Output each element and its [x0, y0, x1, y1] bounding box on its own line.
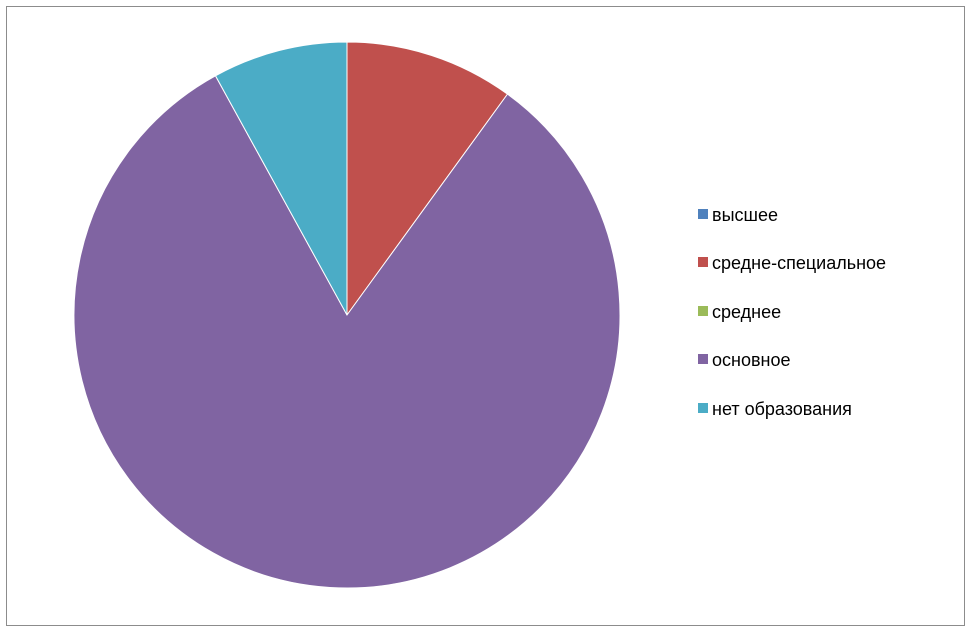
- legend-label: высшее: [712, 205, 778, 225]
- legend-swatch: [698, 402, 708, 413]
- legend-label: средне-специальное: [712, 253, 887, 274]
- legend-label: основное: [712, 350, 791, 371]
- pie-slices: [73, 41, 621, 589]
- pie-chart: [73, 41, 621, 589]
- legend-swatch: [698, 354, 708, 365]
- pie-slice-1: [346, 41, 509, 317]
- pie-slice-4: [214, 41, 348, 316]
- legend-swatch: [698, 257, 708, 268]
- legend-swatch: [698, 305, 708, 316]
- legend-swatch: [698, 209, 708, 219]
- pie-slice-3: [73, 75, 621, 589]
- legend-label: нет образования: [712, 398, 852, 419]
- legend-label: среднее: [712, 301, 782, 322]
